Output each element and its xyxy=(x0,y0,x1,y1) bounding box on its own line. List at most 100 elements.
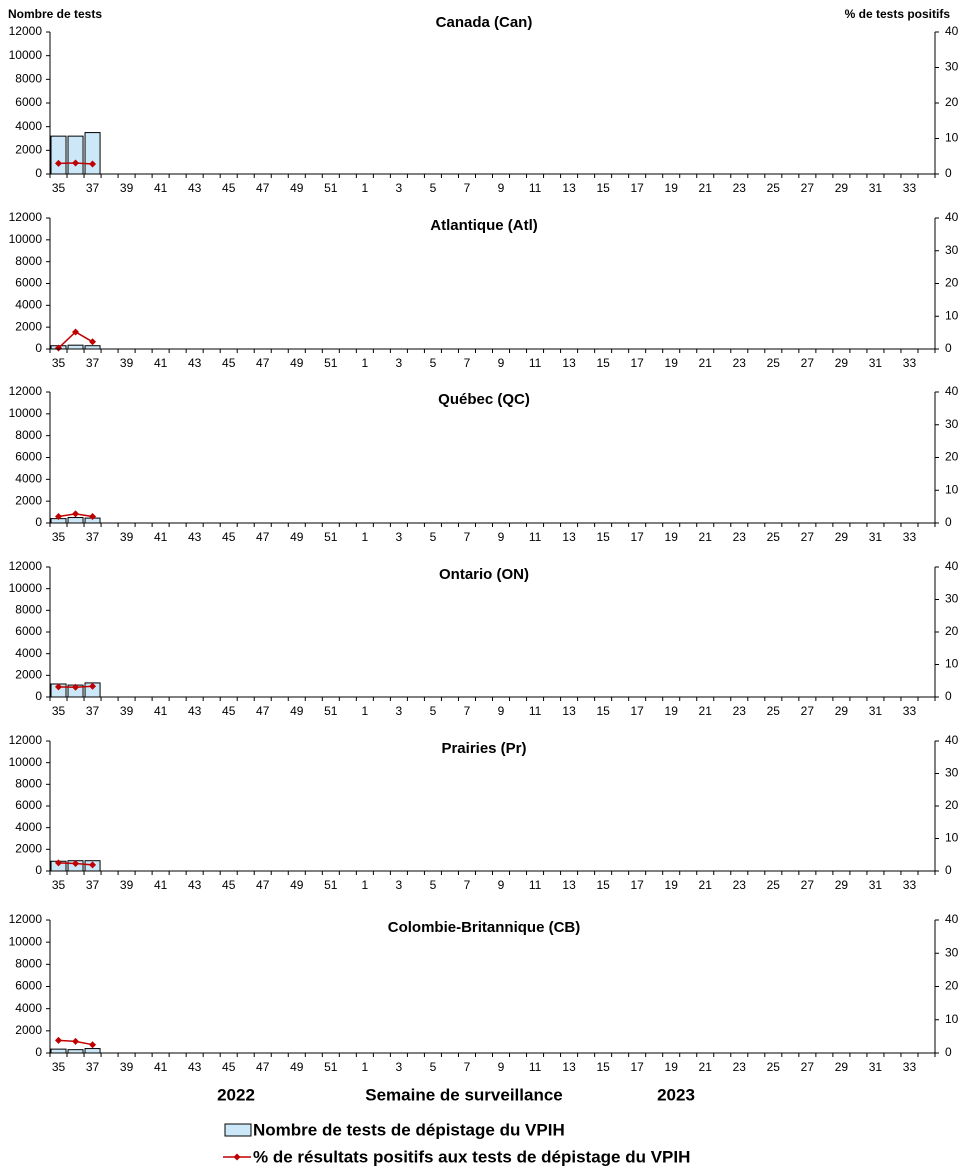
x-tick-label: 23 xyxy=(733,181,747,195)
x-tick-label: 35 xyxy=(52,530,66,544)
year-label: 2023 xyxy=(657,1085,695,1104)
y-tick-label: 6000 xyxy=(15,979,42,993)
x-tick-label: 37 xyxy=(86,1060,100,1074)
y-tick-label: 2000 xyxy=(15,319,42,333)
x-tick-label: 29 xyxy=(835,878,849,892)
x-tick-label: 7 xyxy=(464,181,471,195)
x-tick-label: 43 xyxy=(188,878,202,892)
x-tick-label: 25 xyxy=(767,878,781,892)
x-tick-label: 39 xyxy=(120,704,134,718)
x-tick-label: 49 xyxy=(290,878,304,892)
x-tick-label: 21 xyxy=(699,181,713,195)
x-tick-label: 37 xyxy=(86,704,100,718)
y-tick-label: 12000 xyxy=(9,210,43,224)
y-tick-label: 8000 xyxy=(15,603,42,617)
x-tick-label: 27 xyxy=(801,704,815,718)
y-tick-label: 10000 xyxy=(9,755,43,769)
x-tick-label: 33 xyxy=(903,356,917,370)
x-tick-label: 15 xyxy=(596,1060,610,1074)
x-tick-label: 11 xyxy=(529,878,542,892)
x-tick-label: 9 xyxy=(498,356,505,370)
chart-title: Prairies (Pr) xyxy=(441,740,526,757)
legend-label: % de résultats positifs aux tests de dép… xyxy=(253,1147,690,1166)
y-tick-label: 2000 xyxy=(15,493,42,507)
x-tick-label: 25 xyxy=(767,530,781,544)
x-tick-label: 49 xyxy=(290,181,304,195)
x-tick-label: 43 xyxy=(188,530,202,544)
y-tick-label: 8000 xyxy=(15,777,42,791)
y2-tick-label: 20 xyxy=(945,798,959,812)
marker xyxy=(72,159,80,167)
y2-tick-label: 30 xyxy=(945,60,959,74)
y2-tick-label: 20 xyxy=(945,276,959,290)
y2-tick-label: 10 xyxy=(945,657,959,671)
x-tick-label: 19 xyxy=(665,704,679,718)
marker xyxy=(72,328,80,336)
x-tick-label: 19 xyxy=(665,181,679,195)
y2-tick-label: 40 xyxy=(945,912,959,926)
y-tick-label: 12000 xyxy=(9,733,43,747)
y2-tick-label: 20 xyxy=(945,95,959,109)
x-tick-label: 29 xyxy=(835,356,849,370)
marker xyxy=(55,859,63,867)
y-tick-label: 4000 xyxy=(15,820,42,834)
x-tick-label: 41 xyxy=(154,530,168,544)
marker xyxy=(72,683,80,691)
y-tick-label: 0 xyxy=(35,863,42,877)
y-tick-label: 10000 xyxy=(9,48,43,62)
marker xyxy=(55,1036,63,1044)
x-tick-label: 13 xyxy=(562,356,576,370)
y-tick-label: 12000 xyxy=(9,559,43,573)
x-tick-label: 5 xyxy=(430,356,437,370)
x-tick-label: 39 xyxy=(120,530,134,544)
y-tick-label: 2000 xyxy=(15,1023,42,1037)
x-tick-label: 13 xyxy=(562,878,576,892)
x-tick-label: 27 xyxy=(801,181,815,195)
y-tick-label: 12000 xyxy=(9,24,43,38)
x-tick-label: 15 xyxy=(596,181,610,195)
x-tick-label: 41 xyxy=(154,356,168,370)
y-tick-label: 4000 xyxy=(15,1001,42,1015)
marker xyxy=(55,344,63,352)
marker xyxy=(72,1037,80,1045)
marker xyxy=(89,512,97,520)
x-tick-label: 5 xyxy=(430,878,437,892)
x-tick-label: 41 xyxy=(154,181,168,195)
y2-tick-label: 30 xyxy=(945,243,959,257)
x-tick-label: 7 xyxy=(464,530,471,544)
x-tick-label: 3 xyxy=(396,1060,403,1074)
marker xyxy=(72,510,80,518)
x-tick-label: 31 xyxy=(869,1060,883,1074)
x-tick-label: 39 xyxy=(120,878,134,892)
x-tick-label: 19 xyxy=(665,878,679,892)
marker xyxy=(55,159,63,167)
x-tick-label: 3 xyxy=(396,356,403,370)
y2-tick-label: 0 xyxy=(945,515,952,529)
x-tick-label: 7 xyxy=(464,356,471,370)
y2-tick-label: 0 xyxy=(945,166,952,180)
y-tick-label: 0 xyxy=(35,515,42,529)
x-tick-label: 21 xyxy=(699,878,713,892)
y-tick-label: 12000 xyxy=(9,912,43,926)
y-tick-label: 4000 xyxy=(15,298,42,312)
x-tick-label: 17 xyxy=(630,530,644,544)
y-tick-label: 4000 xyxy=(15,472,42,486)
y-tick-label: 8000 xyxy=(15,428,42,442)
x-tick-label: 37 xyxy=(86,356,100,370)
x-tick-label: 13 xyxy=(562,530,576,544)
x-tick-label: 13 xyxy=(562,181,576,195)
y2-tick-label: 10 xyxy=(945,308,959,322)
x-tick-label: 1 xyxy=(362,530,369,544)
x-tick-label: 19 xyxy=(665,356,679,370)
x-tick-label: 27 xyxy=(801,878,815,892)
y-tick-label: 2000 xyxy=(15,842,42,856)
y2-axis-label: % de tests positifs xyxy=(845,7,951,21)
x-tick-label: 23 xyxy=(733,1060,747,1074)
x-tick-label: 9 xyxy=(498,1060,505,1074)
y-tick-label: 4000 xyxy=(15,646,42,660)
x-tick-label: 15 xyxy=(596,356,610,370)
x-tick-label: 13 xyxy=(562,704,576,718)
x-tick-label: 9 xyxy=(498,878,505,892)
x-tick-label: 11 xyxy=(529,356,542,370)
x-tick-label: 33 xyxy=(903,1060,917,1074)
